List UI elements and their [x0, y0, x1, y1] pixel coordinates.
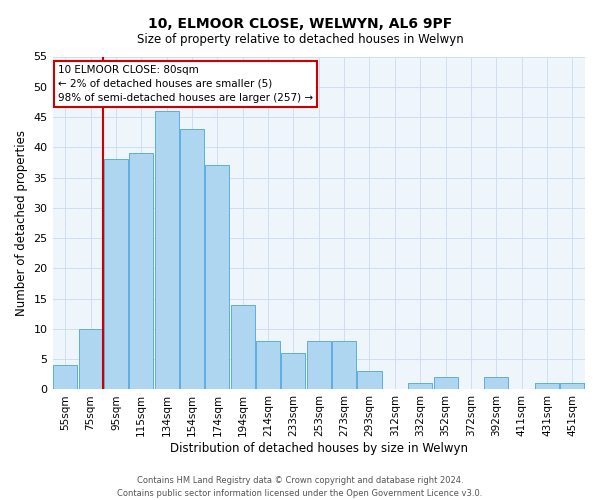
Bar — [129, 154, 154, 390]
Bar — [180, 129, 204, 390]
Text: 10 ELMOOR CLOSE: 80sqm
← 2% of detached houses are smaller (5)
98% of semi-detac: 10 ELMOOR CLOSE: 80sqm ← 2% of detached … — [58, 65, 313, 103]
Bar — [484, 378, 508, 390]
Bar — [358, 372, 382, 390]
Bar — [560, 384, 584, 390]
Bar — [281, 353, 305, 390]
Bar — [332, 341, 356, 390]
X-axis label: Distribution of detached houses by size in Welwyn: Distribution of detached houses by size … — [170, 442, 468, 455]
Bar — [53, 365, 77, 390]
Bar — [205, 166, 229, 390]
Bar — [535, 384, 559, 390]
Bar — [79, 329, 103, 390]
Text: 10, ELMOOR CLOSE, WELWYN, AL6 9PF: 10, ELMOOR CLOSE, WELWYN, AL6 9PF — [148, 18, 452, 32]
Bar — [104, 160, 128, 390]
Bar — [155, 111, 179, 390]
Bar — [434, 378, 458, 390]
Bar — [408, 384, 432, 390]
Y-axis label: Number of detached properties: Number of detached properties — [15, 130, 28, 316]
Text: Contains HM Land Registry data © Crown copyright and database right 2024.
Contai: Contains HM Land Registry data © Crown c… — [118, 476, 482, 498]
Bar — [256, 341, 280, 390]
Bar — [230, 304, 255, 390]
Text: Size of property relative to detached houses in Welwyn: Size of property relative to detached ho… — [137, 32, 463, 46]
Bar — [307, 341, 331, 390]
